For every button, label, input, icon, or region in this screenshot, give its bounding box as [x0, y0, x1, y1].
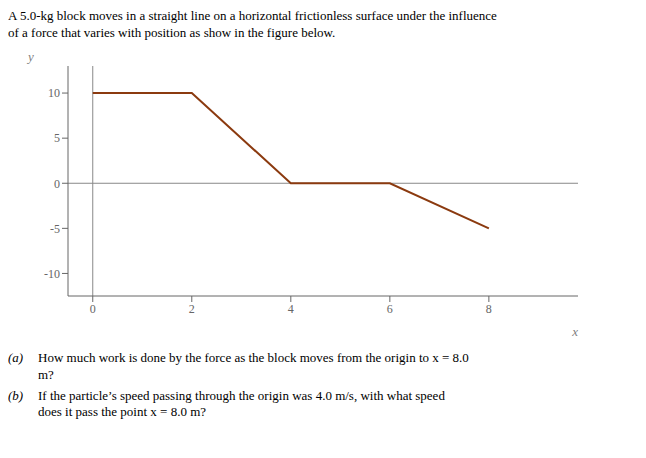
svg-text:-10: -10 [44, 266, 60, 280]
svg-text:10: 10 [48, 86, 60, 100]
svg-text:4: 4 [288, 301, 294, 315]
html-text:A 5.0-kg block moves in a stra: A 5.0-kg block moves in a straight line … [8, 8, 497, 40]
html-text:If the particle’s speed passin: If the particle’s speed passing through … [38, 387, 445, 420]
svg-text:8: 8 [486, 301, 492, 315]
svg-text:0: 0 [90, 301, 96, 315]
svg-text:0: 0 [54, 176, 60, 190]
html-text:(a): (a) [8, 349, 24, 365]
svg-text:6: 6 [387, 301, 393, 315]
svg-text:5: 5 [54, 131, 60, 145]
html-text:How much work is done by the f: How much work is done by the force as th… [38, 349, 469, 382]
svg-text:-5: -5 [50, 221, 60, 235]
html-text:(b): (b) [8, 387, 24, 403]
svg-text:2: 2 [189, 301, 195, 315]
svg-text:x: x [571, 324, 578, 339]
svg-text:y: y [26, 49, 34, 64]
